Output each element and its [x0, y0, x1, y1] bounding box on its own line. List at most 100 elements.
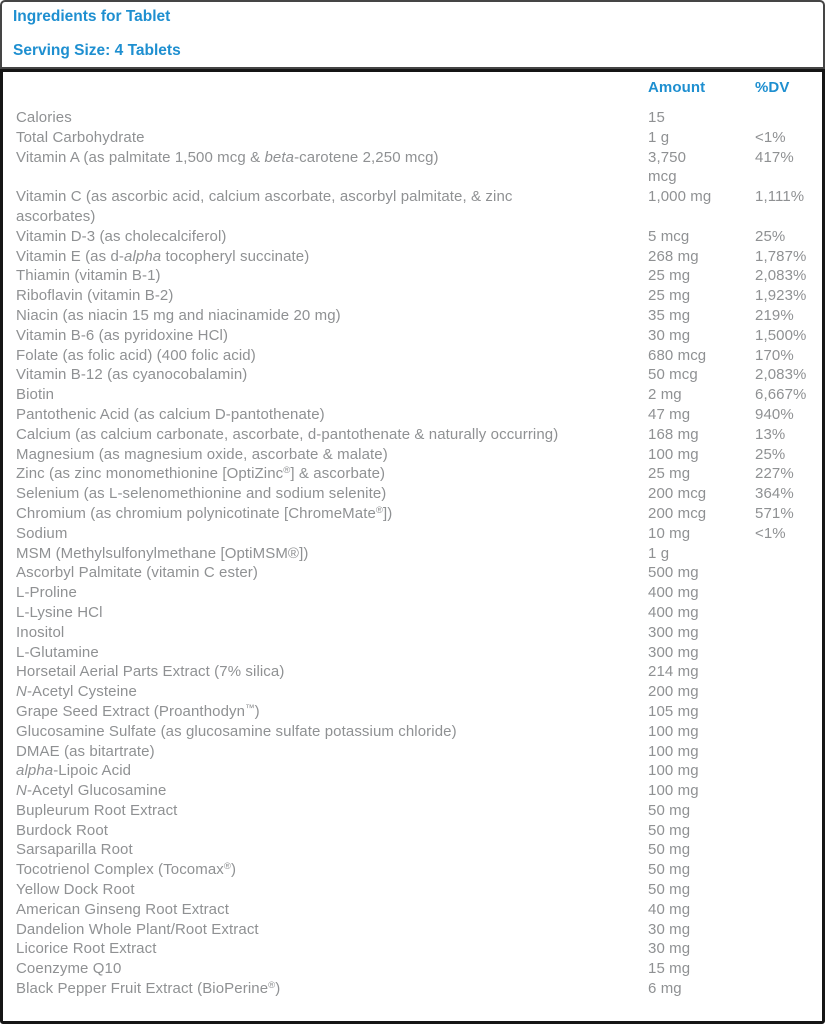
- ingredient-name: Bupleurum Root Extract: [16, 801, 178, 819]
- column-header-dv: %DV: [755, 79, 790, 96]
- ingredient-name: Calcium (as calcium carbonate, ascorbate…: [16, 425, 559, 443]
- ingredient-amount: 400 mg: [648, 584, 699, 602]
- column-header-amount: Amount: [648, 79, 706, 96]
- table-row: Vitamin A (as palmitate 1,500 mcg & beta…: [16, 148, 822, 188]
- ingredient-name: L-Lysine HCl: [16, 603, 103, 621]
- table-row: L-Glutamine 300 mg: [16, 643, 822, 663]
- ingredients-header: Ingredients for Tablet Serving Size: 4 T…: [0, 0, 825, 69]
- ingredient-name: Sodium: [16, 524, 68, 542]
- ingredient-amount: 1,000 mg: [648, 188, 712, 206]
- ingredient-amount: 100 mg: [648, 445, 699, 463]
- serving-size: Serving Size: 4 Tablets: [13, 42, 181, 59]
- table-row: Folate (as folic acid) (400 folic acid) 6…: [16, 346, 822, 366]
- table-row: Glucosamine Sulfate (as glucosamine sulf…: [16, 722, 822, 742]
- ingredient-dv: 227%: [755, 465, 794, 483]
- ingredient-dv: <1%: [755, 524, 786, 542]
- ingredient-amount: 500 mg: [648, 564, 699, 582]
- ingredient-amount: 200 mcg: [648, 504, 707, 522]
- ingredient-dv: 25%: [755, 227, 786, 245]
- ingredient-name: N-Acetyl Glucosamine: [16, 782, 167, 800]
- ingredient-name: L-Proline: [16, 584, 77, 602]
- ingredient-amount: 100 mg: [648, 762, 699, 780]
- ingredient-name: Biotin: [16, 386, 55, 404]
- ingredient-amount: 3,750 mcg: [648, 148, 687, 186]
- ingredient-amount: 6 mg: [648, 980, 682, 998]
- ingredient-name: Glucosamine Sulfate (as glucosamine sulf…: [16, 722, 457, 740]
- ingredient-name: Grape Seed Extract (Proanthodyn™): [16, 702, 260, 720]
- ingredient-amount: 25 mg: [648, 267, 691, 285]
- ingredient-name: L-Glutamine: [16, 643, 99, 661]
- ingredients-table: Amount %DV Calories 15 Total Carbohydrate 1…: [0, 69, 825, 1024]
- ingredient-dv: 170%: [755, 346, 794, 364]
- table-row: Vitamin D-3 (as cholecalciferol) 5 mcg 25%: [16, 227, 822, 247]
- ingredient-amount: 30 mg: [648, 940, 691, 958]
- ingredient-name: Vitamin C (as ascorbic acid, calcium asc…: [16, 188, 513, 225]
- table-row: Selenium (as L-selenomethionine and sodi…: [16, 484, 822, 504]
- ingredient-amount: 300 mg: [648, 623, 699, 641]
- ingredient-dv: 940%: [755, 405, 794, 423]
- ingredient-dv: 1,111%: [755, 188, 805, 206]
- table-row: alpha-Lipoic Acid 100 mg: [16, 761, 822, 781]
- table-row: Inositol 300 mg: [16, 623, 822, 643]
- table-row: Niacin (as niacin 15 mg and niacinamide …: [16, 306, 822, 326]
- ingredient-name: Vitamin D-3 (as cholecalciferol): [16, 227, 227, 245]
- ingredient-amount: 214 mg: [648, 663, 699, 681]
- ingredient-name: Ascorbyl Palmitate (vitamin C ester): [16, 564, 258, 582]
- ingredient-name: Sarsaparilla Root: [16, 841, 133, 859]
- table-row: Bupleurum Root Extract 50 mg: [16, 801, 822, 821]
- ingredient-name: Inositol: [16, 623, 65, 641]
- ingredient-amount: 1 g: [648, 128, 670, 146]
- table-row: Calories 15: [16, 108, 822, 128]
- ingredient-amount: 50 mcg: [648, 366, 698, 384]
- table-row: Horsetail Aerial Parts Extract (7% silic…: [16, 662, 822, 682]
- ingredient-amount: 2 mg: [648, 386, 682, 404]
- ingredient-dv: 219%: [755, 306, 794, 324]
- table-row: Vitamin B-6 (as pyridoxine HCl) 30 mg 1,50…: [16, 326, 822, 346]
- table-header-row: Amount %DV: [16, 78, 822, 98]
- ingredient-name: N-Acetyl Cysteine: [16, 683, 137, 701]
- ingredient-dv: 1,787%: [755, 247, 807, 265]
- table-row: N-Acetyl Glucosamine 100 mg: [16, 781, 822, 801]
- ingredient-name: Chromium (as chromium polynicotinate [Ch…: [16, 504, 393, 522]
- ingredient-name: Vitamin B-12 (as cyanocobalamin): [16, 366, 248, 384]
- table-row: Coenzyme Q10 15 mg: [16, 959, 822, 979]
- table-row: Vitamin C (as ascorbic acid, calcium asc…: [16, 187, 822, 227]
- ingredient-name: Black Pepper Fruit Extract (BioPerine®): [16, 980, 281, 998]
- ingredient-dv: 13%: [755, 425, 786, 443]
- table-row: Zinc (as zinc monomethionine [OptiZinc®]…: [16, 464, 822, 484]
- ingredient-name: Vitamin A (as palmitate 1,500 mcg & beta…: [16, 148, 439, 166]
- table-row: Chromium (as chromium polynicotinate [Ch…: [16, 504, 822, 524]
- ingredient-name: Riboflavin (vitamin B-2): [16, 287, 174, 305]
- ingredient-name: Coenzyme Q10: [16, 960, 122, 978]
- table-row: Total Carbohydrate 1 g <1%: [16, 128, 822, 148]
- ingredient-amount: 50 mg: [648, 861, 691, 879]
- table-row: Licorice Root Extract 30 mg: [16, 939, 822, 959]
- header-spacer: [16, 98, 822, 108]
- ingredient-dv: <1%: [755, 128, 786, 146]
- ingredient-amount: 50 mg: [648, 841, 691, 859]
- ingredient-amount: 200 mcg: [648, 485, 707, 503]
- ingredient-dv: 1,500%: [755, 326, 807, 344]
- ingredient-name: MSM (Methylsulfonylmethane [OptiMSM®]): [16, 544, 309, 562]
- ingredient-amount: 35 mg: [648, 306, 691, 324]
- ingredient-name: Calories: [16, 109, 72, 126]
- table-row: L-Proline 400 mg: [16, 583, 822, 603]
- table-row: Magnesium (as magnesium oxide, ascorbate…: [16, 445, 822, 465]
- ingredient-amount: 168 mg: [648, 425, 699, 443]
- ingredient-dv: 2,083%: [755, 366, 807, 384]
- ingredient-name: Dandelion Whole Plant/Root Extract: [16, 920, 259, 938]
- ingredient-amount: 105 mg: [648, 702, 699, 720]
- ingredient-name: Thiamin (vitamin B-1): [16, 267, 161, 285]
- ingredient-amount: 30 mg: [648, 920, 691, 938]
- ingredient-name: DMAE (as bitartrate): [16, 742, 155, 760]
- ingredient-amount: 100 mg: [648, 722, 699, 740]
- table-row: Dandelion Whole Plant/Root Extract 30 mg: [16, 920, 822, 940]
- ingredient-name: Burdock Root: [16, 821, 109, 839]
- ingredient-dv: 25%: [755, 445, 786, 463]
- ingredient-dv: 1,923%: [755, 287, 807, 305]
- table-row: Black Pepper Fruit Extract (BioPerine®) 6…: [16, 979, 822, 999]
- ingredient-name: Vitamin E (as d-alpha tocopheryl succina…: [16, 247, 310, 265]
- table-row: Tocotrienol Complex (Tocomax®) 50 mg: [16, 860, 822, 880]
- ingredient-name: Tocotrienol Complex (Tocomax®): [16, 861, 237, 879]
- ingredient-name: Yellow Dock Root: [16, 881, 135, 899]
